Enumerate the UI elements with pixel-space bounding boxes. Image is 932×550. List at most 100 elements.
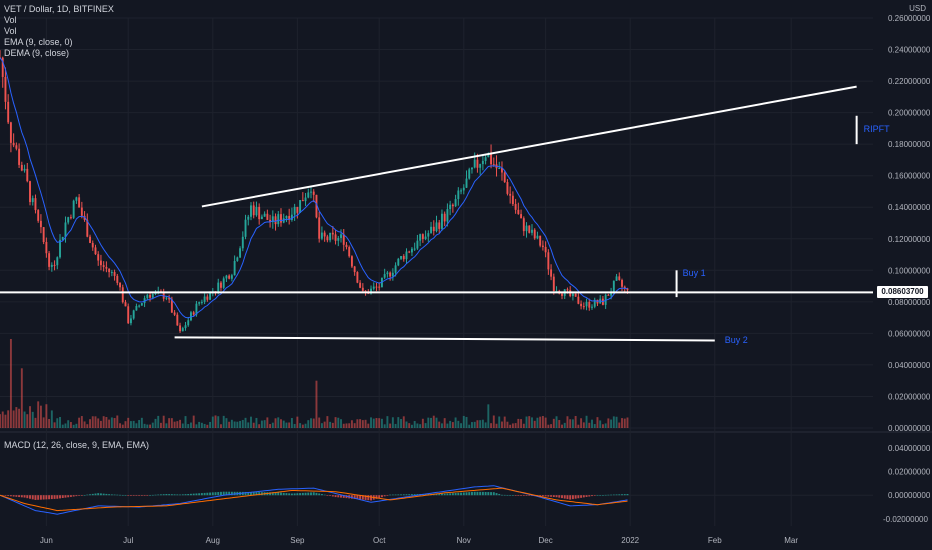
volume-bar: [490, 423, 493, 428]
macd-hist-bar: [561, 495, 563, 499]
annotation-ripft[interactable]: RIPFT: [863, 123, 890, 134]
candle-body: [421, 234, 424, 240]
macd-hist-bar: [386, 495, 389, 496]
candle-body: [430, 226, 432, 234]
macd-hist-bar: [410, 494, 413, 496]
candle-body: [233, 260, 236, 276]
volume-bar: [601, 424, 604, 428]
macd-hist-bar: [99, 493, 102, 496]
volume-bar: [492, 415, 495, 428]
candle-body: [514, 204, 517, 210]
candle-body: [457, 190, 460, 200]
macd-hist-bar: [59, 495, 61, 499]
macd-hist-bar: [200, 493, 203, 496]
candle-body: [121, 287, 124, 303]
candle-body: [304, 197, 307, 202]
candle-body: [198, 302, 201, 304]
macd-hist-bar: [588, 495, 591, 497]
volume-bar: [400, 418, 402, 428]
macd-hist-bar: [181, 494, 184, 496]
macd-hist-bar: [405, 494, 408, 496]
indicator-vol-2[interactable]: Vol: [4, 26, 17, 36]
macd-hist-bar: [211, 492, 214, 496]
candle-body: [18, 148, 21, 165]
candle-body: [419, 234, 422, 241]
candle-body: [75, 197, 78, 201]
volume-bar: [454, 417, 457, 428]
volume-bar: [34, 417, 37, 428]
volume-bar: [69, 422, 72, 428]
volume-bar: [247, 422, 250, 428]
macd-hist-bar: [460, 492, 463, 496]
volume-bar: [413, 421, 416, 428]
candle-body: [356, 272, 359, 283]
candle-body: [37, 210, 40, 221]
candle-body: [255, 206, 258, 216]
annotation-buy-1[interactable]: Buy 1: [682, 268, 706, 279]
macd-hist-bar: [113, 494, 116, 496]
macd-hist-bar: [454, 492, 457, 496]
candle-body: [315, 194, 318, 218]
macd-hist-bar: [12, 495, 15, 497]
indicator-dema[interactable]: DEMA (9, close): [4, 48, 70, 58]
macd-hist-bar: [80, 495, 83, 496]
indicator-ema[interactable]: EMA (9, close, 0): [4, 37, 73, 47]
macd-legend[interactable]: MACD (12, 26, close, 9, EMA, EMA): [4, 440, 150, 450]
candle-body: [501, 167, 503, 173]
volume-bar: [99, 420, 102, 428]
candle-body: [165, 297, 168, 299]
candle-body: [310, 191, 312, 193]
candle-body: [99, 260, 102, 266]
candle-body: [252, 205, 255, 216]
macd-hist-bar: [162, 494, 165, 496]
volume-bar: [525, 416, 528, 428]
volume-bar: [484, 422, 487, 428]
volume-bar: [102, 416, 105, 428]
macd-hist-bar: [479, 491, 482, 496]
annotation-buy-2[interactable]: Buy 2: [724, 335, 748, 346]
macd-hist-bar: [389, 494, 392, 496]
candle-body: [383, 274, 386, 278]
macd-hist-bar: [290, 493, 293, 496]
macd-hist-bar: [350, 495, 353, 499]
macd-hist-bar: [72, 495, 75, 497]
volume-bar: [408, 423, 411, 428]
candle-body: [45, 242, 48, 254]
macd-hist-bar: [326, 495, 329, 496]
candle-body: [29, 181, 31, 203]
volume-bar: [285, 422, 288, 428]
volume-bar: [12, 410, 15, 428]
volume-bar: [372, 418, 375, 428]
macd-hist-bar: [599, 495, 602, 496]
volume-bar: [127, 417, 130, 428]
volume-bar: [375, 418, 378, 428]
volume-bar: [427, 417, 430, 428]
volume-bar: [389, 423, 392, 428]
indicator-vol-1[interactable]: Vol: [4, 15, 17, 25]
candle-body: [9, 122, 12, 143]
candle-body: [561, 293, 563, 296]
candle-body: [337, 237, 340, 241]
candle-body: [582, 306, 585, 308]
symbol-title[interactable]: VET / Dollar, 1D, BITFINEX: [4, 4, 114, 14]
candle-body: [585, 301, 588, 307]
macd-hist-bar: [75, 495, 78, 497]
macd-hist-bar: [391, 494, 394, 496]
candle-body: [260, 216, 263, 220]
candle-body: [42, 227, 45, 243]
volume-bar: [304, 423, 307, 428]
candle-body: [591, 306, 593, 308]
volume-bar: [157, 415, 160, 428]
volume-bar: [531, 417, 533, 428]
candle-body: [173, 312, 176, 315]
volume-bar: [260, 420, 263, 428]
candle-body: [4, 76, 7, 102]
macd-hist-bar: [160, 494, 162, 496]
volume-bar: [473, 421, 476, 428]
volume-bar: [391, 417, 394, 428]
volume-bar: [280, 419, 282, 428]
candle-body: [615, 276, 618, 281]
macd-hist-bar: [252, 492, 255, 496]
macd-hist-bar: [124, 495, 127, 496]
